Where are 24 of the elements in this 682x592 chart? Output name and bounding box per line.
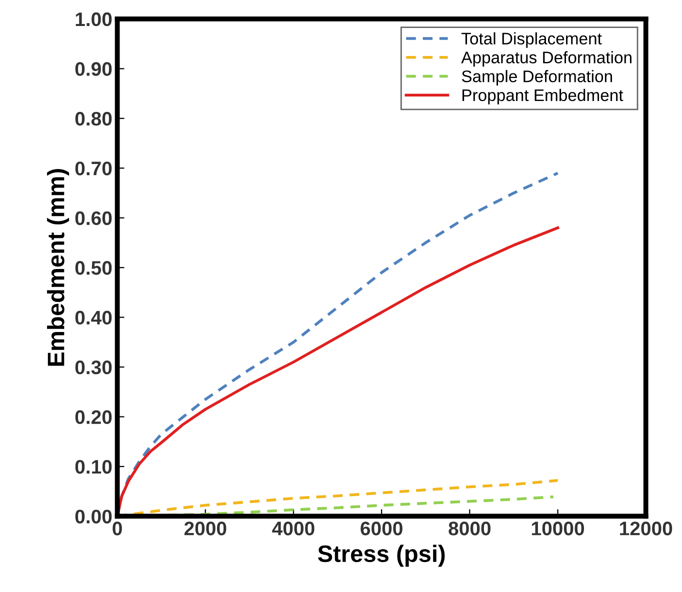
x-axis-title: Stress (psi)	[318, 544, 445, 567]
y-tick-label: 0.10	[75, 460, 112, 474]
x-tick-label: 8000	[448, 522, 491, 536]
legend-label: Total Displacement	[462, 32, 602, 48]
y-tick-label: 0.60	[75, 211, 112, 226]
y-tick-label: 0.90	[75, 62, 112, 76]
x-tick-label: 0	[112, 522, 122, 536]
y-tick-label: 0.80	[75, 112, 112, 126]
x-tick-label: 4000	[272, 522, 314, 536]
x-tick-label: 6000	[360, 522, 402, 536]
legend-label: Apparatus Deformation	[461, 51, 632, 67]
y-axis-title: Embedment (mm)	[47, 169, 70, 366]
legend-label: Sample Deformation	[462, 70, 612, 86]
y-tick-label: 0.70	[75, 162, 112, 176]
x-tick-label: 12000	[620, 522, 672, 536]
y-tick-label: 1.00	[76, 12, 112, 26]
y-tick-label: 0.00	[75, 510, 112, 524]
y-tick-label: 0.40	[75, 310, 112, 325]
y-tick-label: 0.50	[75, 261, 112, 275]
legend-label: Proppant Embedment	[462, 88, 624, 104]
y-tick-label: 0.20	[75, 410, 112, 424]
y-tick-label: 0.30	[75, 360, 112, 374]
x-tick-label: 10000	[532, 522, 584, 536]
x-tick-label: 2000	[184, 522, 226, 536]
